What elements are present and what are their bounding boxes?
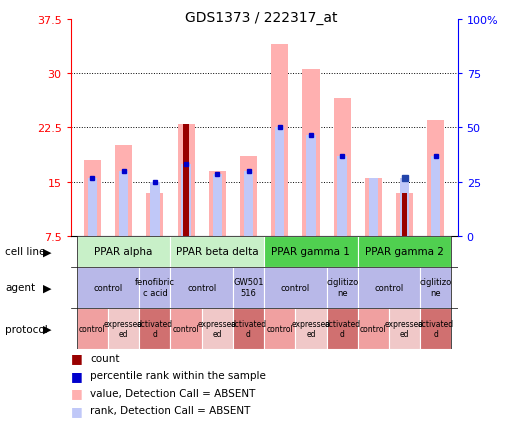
Text: expressed
ed: expressed ed bbox=[198, 319, 237, 339]
Bar bbox=[358, 308, 389, 349]
Text: ▶: ▶ bbox=[43, 283, 51, 293]
Text: expressed
ed: expressed ed bbox=[291, 319, 331, 339]
Bar bbox=[177, 125, 195, 237]
Text: cell line: cell line bbox=[5, 247, 46, 256]
Text: ▶: ▶ bbox=[43, 324, 51, 334]
Bar bbox=[139, 308, 170, 349]
Bar bbox=[170, 308, 202, 349]
Text: protocol: protocol bbox=[5, 324, 48, 334]
Bar bbox=[420, 308, 451, 349]
Bar bbox=[181, 164, 191, 237]
Text: activated
d: activated d bbox=[418, 319, 454, 339]
Bar bbox=[358, 267, 420, 308]
Bar bbox=[396, 193, 413, 237]
Bar bbox=[77, 237, 170, 267]
Bar bbox=[295, 308, 326, 349]
Text: ■: ■ bbox=[71, 352, 82, 365]
Text: activated
d: activated d bbox=[231, 319, 267, 339]
Bar bbox=[88, 179, 97, 237]
Bar bbox=[233, 267, 264, 308]
Bar bbox=[306, 135, 315, 237]
Bar bbox=[183, 125, 189, 237]
Text: percentile rank within the sample: percentile rank within the sample bbox=[90, 371, 266, 380]
Bar bbox=[108, 308, 139, 349]
Text: count: count bbox=[90, 353, 120, 363]
Bar bbox=[150, 182, 160, 237]
Bar bbox=[115, 146, 132, 237]
Text: ■: ■ bbox=[71, 386, 82, 399]
Bar bbox=[369, 179, 378, 237]
Bar bbox=[358, 237, 451, 267]
Bar bbox=[326, 308, 358, 349]
Bar bbox=[365, 179, 382, 237]
Text: PPAR beta delta: PPAR beta delta bbox=[176, 247, 258, 256]
Text: agent: agent bbox=[5, 283, 36, 293]
Text: ciglitizo
ne: ciglitizo ne bbox=[326, 278, 358, 297]
Bar bbox=[337, 157, 347, 237]
Text: fenofibric
c acid: fenofibric c acid bbox=[135, 278, 175, 297]
Text: control: control bbox=[360, 324, 386, 333]
Text: ▶: ▶ bbox=[43, 247, 51, 256]
Bar bbox=[420, 267, 451, 308]
Bar bbox=[389, 308, 420, 349]
Text: ■: ■ bbox=[71, 369, 82, 382]
Bar bbox=[400, 179, 409, 237]
Bar bbox=[334, 99, 351, 237]
Bar bbox=[271, 45, 288, 237]
Text: control: control bbox=[173, 324, 199, 333]
Bar bbox=[77, 308, 108, 349]
Text: PPAR gamma 2: PPAR gamma 2 bbox=[365, 247, 444, 256]
Text: activated
d: activated d bbox=[137, 319, 173, 339]
Bar bbox=[302, 70, 320, 237]
Text: ciglitizo
ne: ciglitizo ne bbox=[419, 278, 452, 297]
Text: rank, Detection Call = ABSENT: rank, Detection Call = ABSENT bbox=[90, 405, 251, 415]
Text: control: control bbox=[79, 324, 106, 333]
Text: PPAR alpha: PPAR alpha bbox=[95, 247, 153, 256]
Text: control: control bbox=[187, 283, 217, 292]
Text: GW501
516: GW501 516 bbox=[233, 278, 264, 297]
Bar bbox=[119, 171, 128, 237]
Bar bbox=[146, 193, 164, 237]
Text: expressed
ed: expressed ed bbox=[104, 319, 143, 339]
Bar bbox=[264, 267, 326, 308]
Text: expressed
ed: expressed ed bbox=[385, 319, 424, 339]
Bar bbox=[209, 171, 226, 237]
Text: control: control bbox=[94, 283, 123, 292]
Text: control: control bbox=[281, 283, 310, 292]
Bar bbox=[139, 267, 170, 308]
Bar bbox=[326, 267, 358, 308]
Bar bbox=[202, 308, 233, 349]
Bar bbox=[240, 157, 257, 237]
Text: ■: ■ bbox=[71, 404, 82, 417]
Bar bbox=[77, 267, 139, 308]
Text: control: control bbox=[266, 324, 293, 333]
Text: value, Detection Call = ABSENT: value, Detection Call = ABSENT bbox=[90, 388, 256, 398]
Bar bbox=[233, 308, 264, 349]
Text: control: control bbox=[374, 283, 404, 292]
Bar bbox=[264, 237, 358, 267]
Bar bbox=[427, 121, 445, 237]
Text: PPAR gamma 1: PPAR gamma 1 bbox=[271, 247, 350, 256]
Text: GDS1373 / 222317_at: GDS1373 / 222317_at bbox=[185, 11, 338, 25]
Bar bbox=[170, 237, 264, 267]
Bar bbox=[275, 128, 285, 237]
Bar bbox=[244, 171, 253, 237]
Bar bbox=[84, 161, 101, 237]
Text: activated
d: activated d bbox=[324, 319, 360, 339]
Bar bbox=[402, 193, 407, 237]
Bar bbox=[213, 175, 222, 237]
Bar bbox=[170, 267, 233, 308]
Bar bbox=[431, 157, 440, 237]
Bar bbox=[264, 308, 295, 349]
